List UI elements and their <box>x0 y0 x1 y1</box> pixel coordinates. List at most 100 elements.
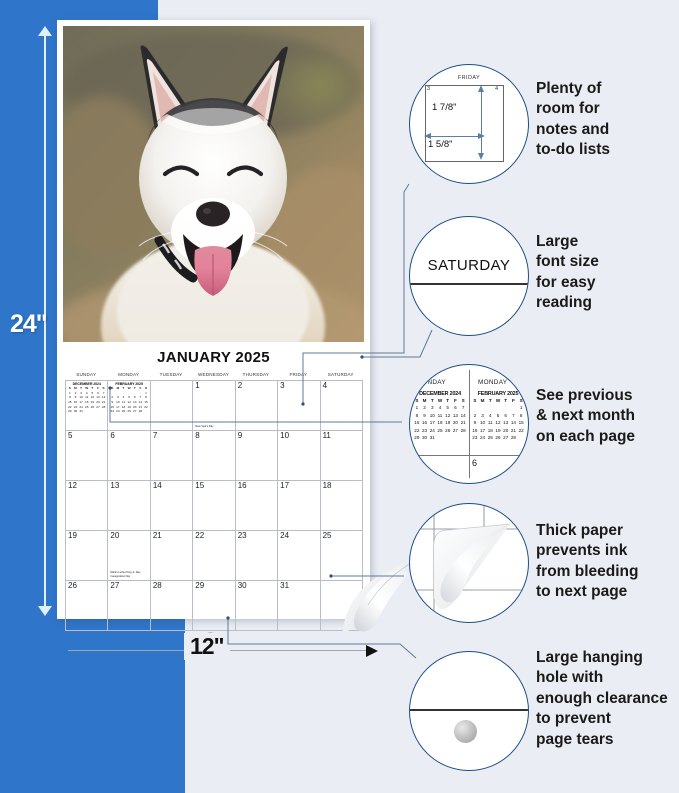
calendar-day-cell-18[interactable]: 18 <box>320 481 363 531</box>
callout-text-large-font: Large font size for easy reading <box>536 233 599 312</box>
calendar-day-cell-13[interactable]: 13 <box>108 481 151 531</box>
mini-dow: T <box>80 386 83 390</box>
arrow-down-icon <box>478 153 484 160</box>
calendar-day-cell-10[interactable]: 10 <box>278 431 321 481</box>
calendar-day-cell-14[interactable]: 14 <box>150 481 194 531</box>
day-event-label: Martin Luther King Jr. Day Inauguration D… <box>110 571 141 578</box>
mini-day: 10 <box>79 395 83 400</box>
weekday-label-wednesday: WEDNESDAY <box>197 372 230 377</box>
calendar-day-cell-empty[interactable]: DECEMBER 2024 S M T W T F S 1 2 3 4 5 6 7 8 9 10 11 12 13 14 1… <box>66 381 109 431</box>
mini-day <box>510 404 518 411</box>
mini-day: 20 <box>96 400 100 405</box>
mini-day: 18 <box>437 420 443 426</box>
day-number: 24 <box>280 531 290 540</box>
mini-day: 3 <box>80 390 82 395</box>
calendar-day-cell-25[interactable]: 25 <box>320 531 363 581</box>
calendar-day-cell-21[interactable]: 21 <box>150 531 194 581</box>
mini-day: 2 <box>473 412 477 418</box>
mini-day <box>101 409 107 414</box>
mini-day: 6 <box>504 412 507 418</box>
mini-day: 4 <box>438 405 442 411</box>
mini-day: 28 <box>460 427 466 433</box>
mini-day: 24 <box>79 404 83 409</box>
calendar-day-cell-23[interactable]: 23 <box>235 531 279 581</box>
callout-weekday-label: FRIDAY <box>457 75 481 81</box>
mini-day: 9 <box>473 420 477 426</box>
calendar-day-cell-2[interactable]: 2 <box>235 381 279 431</box>
mini-dow: S <box>473 398 477 403</box>
mini-month-grid: S M T W T F S 1 2 3 4 5 6 7 8 9 10 11 12 13 14 15 16 17 18 19 20 21… <box>109 386 148 414</box>
calendar-day-cell-9[interactable]: 9 <box>235 431 279 481</box>
calendar-day-cell-31[interactable]: 31 <box>278 581 321 631</box>
mini-day: 18 <box>487 427 493 433</box>
day-number: 18 <box>322 481 332 490</box>
mini-day: 25 <box>487 435 493 441</box>
day-number: 13 <box>110 481 120 490</box>
callout-vertical-separator <box>469 370 470 478</box>
callout-circle-hanging-hole <box>409 651 529 771</box>
horizontal-measure-line <box>430 136 482 137</box>
calendar-day-cell-7[interactable]: 7 <box>150 431 194 481</box>
callout-divider-line <box>410 283 528 285</box>
calendar-day-cell-26[interactable]: 26 <box>66 581 109 631</box>
callout-header-sunday: SUNDAY <box>418 379 446 386</box>
calendar-day-cell-empty[interactable] <box>150 381 194 431</box>
mini-dow: W <box>495 398 501 403</box>
mini-day: 26 <box>90 404 95 409</box>
calendar-day-cell-4[interactable]: 4 <box>320 381 363 431</box>
day-number: 28 <box>152 581 162 590</box>
mini-day: 3 <box>481 412 484 418</box>
calendar-day-cell-12[interactable]: 12 <box>66 481 109 531</box>
arrow-up-icon <box>38 26 52 36</box>
calendar-day-cell-1[interactable]: 1 New Year's Day <box>193 381 236 431</box>
calendar-day-cell-22[interactable]: 22 <box>193 531 236 581</box>
callout-circle-thick-paper <box>409 503 529 623</box>
day-number: 7 <box>152 431 158 440</box>
mini-day: 15 <box>68 400 72 405</box>
mini-day: 12 <box>90 395 95 400</box>
calendar-day-cell-20[interactable]: 20 Martin Luther King Jr. Day Inauguration… <box>108 531 151 581</box>
calendar-day-cell-15[interactable]: 15 <box>193 481 236 531</box>
day-event-label: New Year's Day <box>195 424 214 428</box>
mini-month-grid: S M T W T F S 1 2 3 4 5 6 7 8 9 10 11 12 13 14 15 16 17 18 19 20 21… <box>471 397 525 442</box>
calendar-day-cell-11[interactable]: 11 <box>320 431 363 481</box>
callout-mini-month-previous: DECEMBER 2024 S M T W T F S 1 2 3 4 5 6 7 8 9 10 11 12 13 14… <box>413 391 467 442</box>
mini-day <box>471 404 479 411</box>
mini-day <box>444 434 452 441</box>
day-number: 5 <box>68 431 73 440</box>
calendar-month-title: JANUARY 2025 <box>157 349 270 366</box>
mini-day: 15 <box>414 420 420 426</box>
day-number: 26 <box>68 581 77 590</box>
mini-day: 3 <box>431 405 434 411</box>
calendar-day-cell-17[interactable]: 17 <box>278 481 321 531</box>
arrow-down-icon <box>38 606 52 616</box>
calendar-weekday-header: SUNDAY MONDAY TUESDAY WEDNESDAY THURSDAY FRID… <box>65 372 362 377</box>
mini-day: 12 <box>495 420 501 426</box>
callout-day-cell-box <box>425 85 504 162</box>
day-number: 3 <box>280 381 285 390</box>
mini-day: 9 <box>423 412 426 418</box>
calendar-day-cell-28[interactable]: 28 <box>150 581 194 631</box>
calendar-day-cell-8[interactable]: 8 <box>193 431 236 481</box>
day-number: 17 <box>280 481 290 490</box>
calendar-day-cell-3[interactable]: 3 <box>278 381 321 431</box>
calendar-day-cell-30[interactable]: 30 <box>235 581 279 631</box>
mini-dow: S <box>68 386 71 390</box>
calendar-day-cell-24[interactable]: 24 <box>278 531 321 581</box>
arrow-up-icon <box>478 85 484 92</box>
calendar-day-cell-empty[interactable]: FEBRUARY 2025 S M T W T F S 1 2 3 4 5 6 7 8 9 10 11 12 13 14 1… <box>108 381 151 431</box>
calendar-day-cell-16[interactable]: 16 <box>235 481 279 531</box>
calendar-day-cell-19[interactable]: 19 <box>66 531 109 581</box>
mini-day: 25 <box>84 404 89 409</box>
mini-day: 16 <box>422 420 428 426</box>
calendar-day-cell-29[interactable]: 29 <box>193 581 236 631</box>
calendar-day-cell-5[interactable]: 5 <box>66 431 109 481</box>
mini-dow: F <box>454 398 457 403</box>
calendar-day-cell-27[interactable]: 27 <box>108 581 151 631</box>
callout-horizontal-separator <box>413 455 526 456</box>
mini-dow: W <box>85 386 89 390</box>
day-number: 27 <box>110 581 120 590</box>
day-number: 16 <box>237 481 247 490</box>
mini-day <box>459 434 467 441</box>
calendar-day-cell-6[interactable]: 6 <box>108 431 151 481</box>
